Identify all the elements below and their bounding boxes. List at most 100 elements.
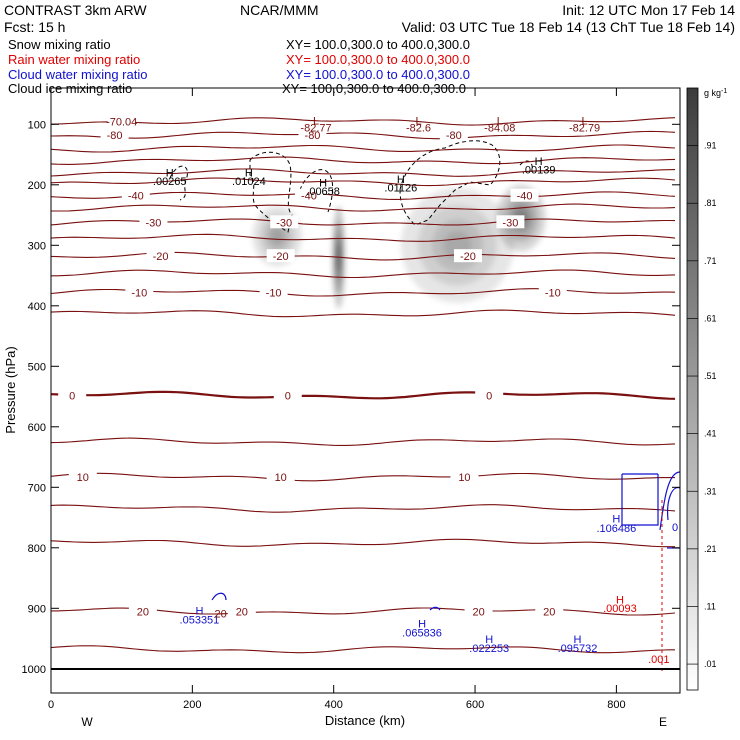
isotherm-label: -10 xyxy=(545,287,561,299)
isotherm-label-bg xyxy=(146,249,175,263)
isotherm-line xyxy=(51,390,676,400)
cloud-water-contour xyxy=(659,471,680,531)
isotherm-line xyxy=(51,645,675,654)
isotherm-label: -20 xyxy=(460,251,476,263)
field-rain-xy: XY= 100.0,300.0 to 400.0,300.0 xyxy=(286,52,470,67)
header: CONTRAST 3km ARW NCAR/MMM Init: 12 UTC M… xyxy=(4,2,735,96)
isotherm-line xyxy=(51,144,676,153)
extremum-label: .01024 xyxy=(232,176,266,188)
west-label: W xyxy=(81,715,93,729)
field-cloudwater-xy: XY= 100.0,300.0 to 400.0,300.0 xyxy=(286,67,470,82)
extremum-label: H xyxy=(418,619,426,631)
cloud-water-contour xyxy=(211,592,227,601)
cloud-ice-contour xyxy=(249,151,293,233)
extremum-label: .00265 xyxy=(153,176,187,188)
isotherm-label: -20 xyxy=(153,251,169,263)
isotherm-label-bg xyxy=(128,604,157,618)
extremum-label: H xyxy=(319,178,327,190)
extremum-label: H xyxy=(195,605,203,617)
extremum-label: H xyxy=(245,167,253,179)
colorbar-tick-label: .81 xyxy=(704,198,717,208)
org-title: NCAR/MMM xyxy=(240,2,319,18)
east-label: E xyxy=(659,715,667,729)
field-snow-xy: XY= 100.0,300.0 to 400.0,300.0 xyxy=(286,37,470,52)
isotherm-label: -10 xyxy=(266,287,282,299)
isotherm-line xyxy=(51,233,676,242)
isotherm-label-bg xyxy=(510,188,539,202)
isotherm-label-bg xyxy=(100,128,129,142)
snow-core-0-level-3 xyxy=(270,228,284,244)
colorbar-tick-label: .01 xyxy=(704,659,717,669)
colorbar: g kg-1 .01 .11 .21 .31 .41 .51 .61 .71 .81 .91 xyxy=(686,87,727,691)
isotherm-label: -30 xyxy=(146,217,162,229)
isotherm-line xyxy=(51,269,676,279)
isotherm-line xyxy=(51,203,676,212)
isotherm-label: -70.04 xyxy=(106,116,137,128)
y-tick-label: 100 xyxy=(28,119,46,131)
x-tick-label: 800 xyxy=(607,699,625,711)
cloud-ice-contour xyxy=(169,165,188,201)
model-title: CONTRAST 3km ARW xyxy=(4,2,147,18)
extremum-label: .095732 xyxy=(558,643,598,655)
temperature-isotherms: -70.04 -80 -80 -80 -40 -40 -40 -30 -30 -30 -20 -20 -… xyxy=(51,114,676,654)
y-tick-label: 700 xyxy=(28,482,46,494)
forecast-hour: Fcst: 15 h xyxy=(4,19,65,35)
y-tick-label: 500 xyxy=(28,361,46,373)
isotherm-label: -30 xyxy=(276,217,292,229)
colorbar-tick-label: .51 xyxy=(704,371,717,381)
isotherm-label-bg xyxy=(58,388,87,402)
cloud-water-contour xyxy=(429,606,441,611)
y-tick-label: 900 xyxy=(28,603,46,615)
extremum-label: L xyxy=(415,115,421,127)
isotherm-label: 0 xyxy=(285,390,291,402)
y-tick-label: 400 xyxy=(28,301,46,313)
isotherm-label: 10 xyxy=(275,472,287,484)
isotherm-label: -80 xyxy=(305,130,321,142)
isotherm-line xyxy=(51,309,676,318)
isotherm-line xyxy=(51,251,676,261)
colorbar-tick-label: .61 xyxy=(704,313,717,323)
isotherm-label-bg xyxy=(68,470,97,484)
isotherm-label: -10 xyxy=(131,287,147,299)
isotherm-label-bg xyxy=(464,604,493,618)
isotherm-line xyxy=(51,177,676,187)
isotherm-label-bg xyxy=(107,114,136,128)
isotherm-label: 20 xyxy=(236,606,248,618)
x-tick-label: 600 xyxy=(466,699,484,711)
init-time: Init: 12 UTC Mon 17 Feb 14 xyxy=(562,2,735,18)
colorbar-unit: g kg-1 xyxy=(704,88,727,98)
extremum-label: 0 xyxy=(672,522,678,534)
isotherm-label: 10 xyxy=(77,472,89,484)
isotherm-label: 0 xyxy=(69,390,75,402)
isotherm-line xyxy=(51,168,676,177)
isotherm-label-bg xyxy=(270,215,299,229)
extrema-labels: L-82.77L-82.6L-84.08L-82.79H.00265H.0102… xyxy=(153,115,678,665)
extremum-label: H xyxy=(574,634,582,646)
extremum-label: -82.77 xyxy=(300,123,331,135)
extremum-label: .065836 xyxy=(402,628,442,640)
extremum-label: .01126 xyxy=(384,182,417,194)
isotherm-line xyxy=(51,538,675,548)
plot-area: -70.04 -80 -80 -80 -40 -40 -40 -30 -30 -30 -20 -20 -… xyxy=(51,114,680,672)
isotherm-label: -20 xyxy=(273,251,289,263)
extremum-label: .022253 xyxy=(469,643,509,655)
cloud-water-contour xyxy=(667,487,680,521)
isotherm-line xyxy=(51,191,676,200)
isotherm-label-bg xyxy=(475,388,504,402)
isotherm-label: 20 xyxy=(543,606,555,618)
isotherm-line xyxy=(51,130,676,140)
extremum-label: .00658 xyxy=(306,186,340,198)
extremum-label: 20 xyxy=(214,608,226,620)
extremum-label: H xyxy=(397,174,405,186)
isotherm-label-bg xyxy=(294,188,323,202)
isotherm-line xyxy=(51,437,676,446)
colorbar-tick-label: .31 xyxy=(704,486,717,496)
field-rain-name: Rain water mixing ratio xyxy=(8,52,140,67)
y-axis-label: Pressure (hPa) xyxy=(3,346,18,433)
valid-time: Valid: 03 UTC Tue 18 Feb 14 (13 ChT Tue … xyxy=(402,19,735,35)
isotherm-line xyxy=(51,504,676,513)
extremum-label: .053351 xyxy=(180,614,220,626)
isotherm-label: 10 xyxy=(458,472,470,484)
isotherm-label-bg xyxy=(535,604,564,618)
